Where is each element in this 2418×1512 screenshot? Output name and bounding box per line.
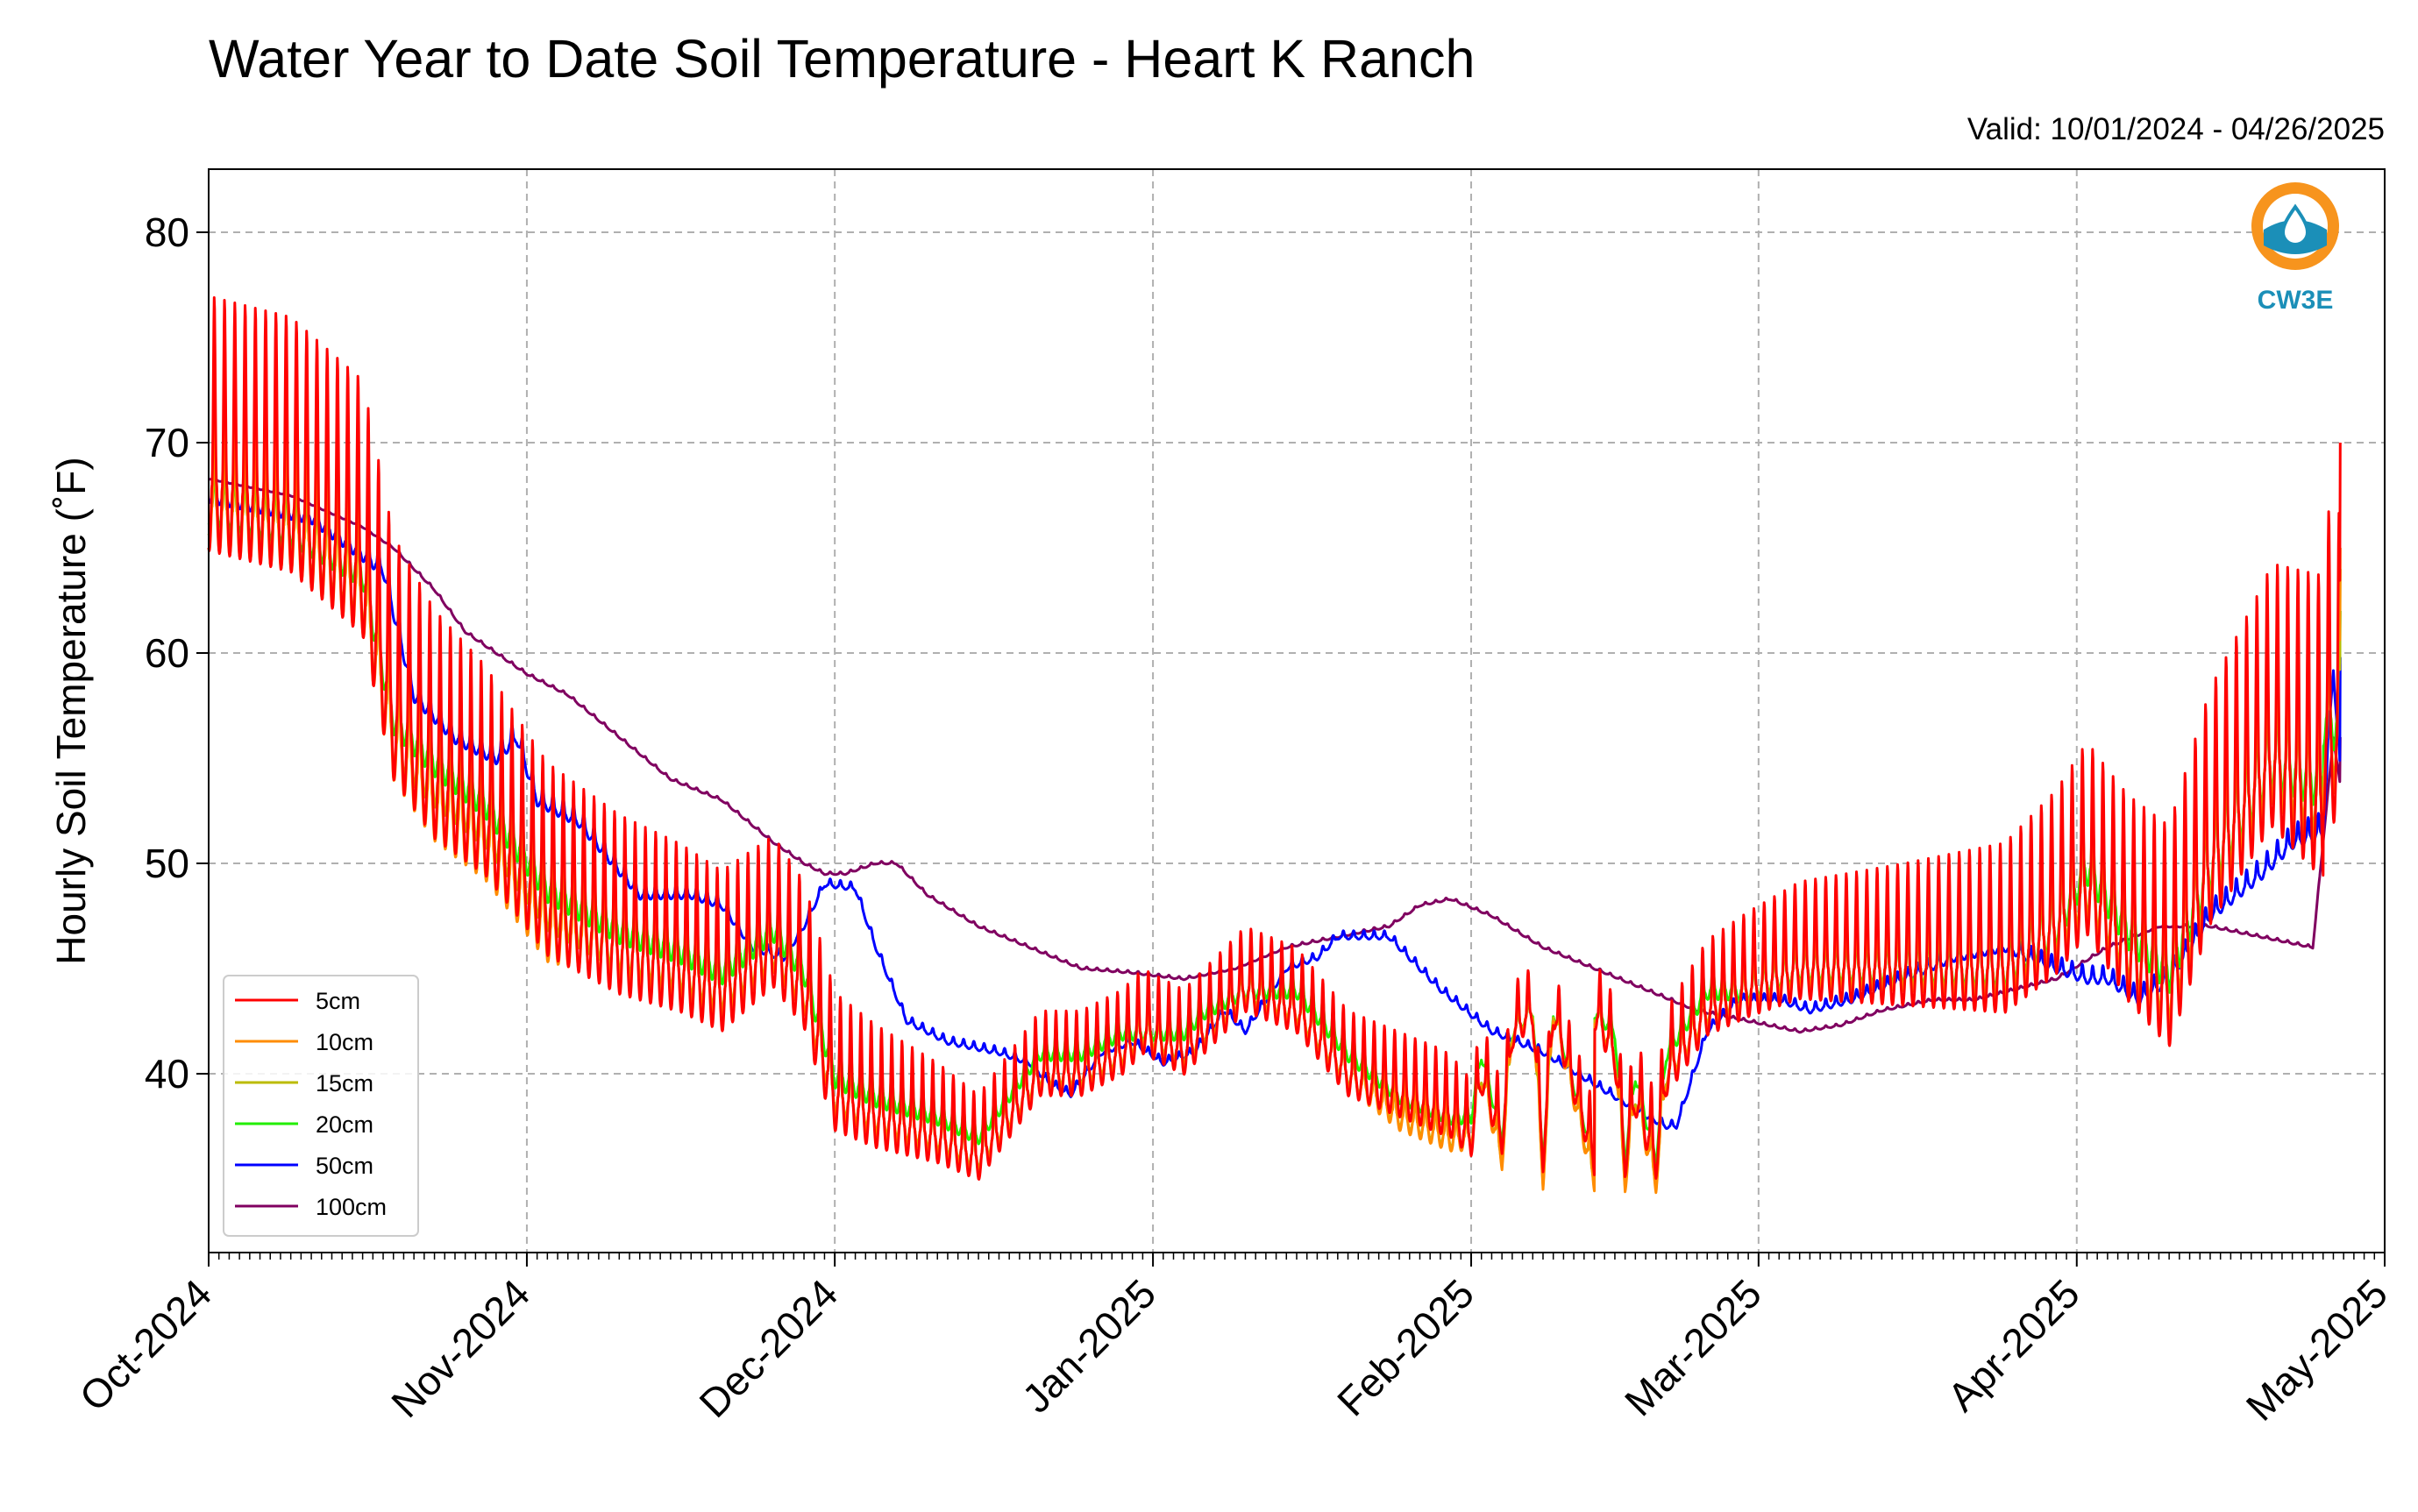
legend-label-50cm: 50cm <box>316 1153 373 1179</box>
y-tick-label: 80 <box>145 209 189 255</box>
series-line-5cm <box>207 296 2342 1181</box>
legend-label-15cm: 15cm <box>316 1070 373 1097</box>
y-tick-label: 70 <box>145 420 189 465</box>
logo-drop-icon <box>2280 203 2310 246</box>
legend-label-5cm: 5cm <box>316 988 360 1014</box>
cw3e-logo: CW3E <box>2251 182 2339 315</box>
valid-date-range: Valid: 10/01/2024 - 04/26/2025 <box>1967 112 2385 146</box>
legend-label-10cm: 10cm <box>316 1029 373 1055</box>
y-tick-label: 60 <box>145 630 189 676</box>
chart-title: Water Year to Date Soil Temperature - He… <box>209 29 1475 89</box>
y-tick-label: 40 <box>145 1051 189 1097</box>
legend: 5cm 10cm 15cm 20cm 50cm 100cm <box>223 975 419 1237</box>
series-lines <box>207 296 2342 1195</box>
y-axis-ticks: 40 50 60 70 80 <box>145 209 209 1097</box>
logo-text: CW3E <box>2258 286 2334 315</box>
legend-entries: 5cm 10cm 15cm 20cm 50cm 100cm <box>235 988 387 1220</box>
legend-label-20cm: 20cm <box>316 1111 373 1138</box>
y-tick-label: 50 <box>145 841 189 886</box>
y-axis-label: Hourly Soil Temperature (˚F) <box>48 457 94 964</box>
legend-label-100cm: 100cm <box>316 1194 387 1220</box>
